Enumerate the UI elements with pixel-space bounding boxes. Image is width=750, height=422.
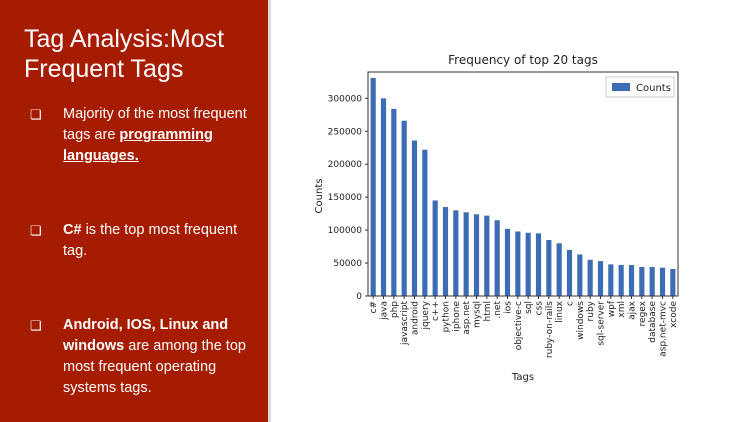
bar-c# [370, 77, 376, 296]
x-tick-label: ajax [628, 300, 638, 320]
bar-css [535, 233, 542, 296]
bar-regex [639, 267, 645, 296]
bullet-2-text: is the top most frequent tag. [63, 222, 238, 259]
legend-label: Counts [636, 83, 671, 94]
bullet-1-emphasis: programming languages. [63, 127, 213, 164]
bar-c [566, 249, 573, 296]
x-tick-label: wpf [607, 300, 617, 317]
x-tick-label: sql [524, 301, 534, 314]
x-tick-label: ruby-on-rails [545, 301, 555, 358]
x-tick-label: windows [576, 301, 586, 340]
bar-asp.net-mvc [659, 267, 666, 296]
x-tick-label: asp.net-mvc [659, 301, 669, 357]
x-tick-label: objective-c [514, 301, 524, 350]
bar-windows [577, 254, 583, 296]
y-axis-label: Counts [314, 179, 325, 214]
bar-ruby-on-rails [546, 240, 552, 296]
bar-wpf [608, 264, 614, 296]
bar-database [649, 267, 655, 296]
x-tick-label: html [483, 301, 493, 322]
x-tick-label: ruby [586, 300, 596, 321]
bar-ruby [587, 259, 593, 296]
bullet-marker-icon: ❏ [30, 318, 42, 333]
x-tick-label: c [566, 301, 576, 306]
x-tick-label: java [380, 301, 390, 321]
bar-java [380, 98, 387, 296]
y-tick-label: 100000 [328, 226, 363, 236]
bullet-2-emphasis: C# [63, 222, 82, 238]
bar-android [411, 140, 418, 296]
bullet-3-text: are among the top most frequent operatin… [63, 338, 246, 396]
x-tick-label: sql-server [597, 301, 607, 346]
legend: Counts [605, 76, 675, 98]
x-tick-label: asp.net [462, 301, 472, 335]
x-tick-label: ios [504, 301, 514, 314]
bar-.net [494, 220, 500, 296]
y-tick-label: 0 [356, 292, 362, 302]
bullet-1-text: Majority of the most frequent tags are [63, 106, 247, 143]
y-tick-label: 250000 [328, 127, 363, 137]
x-tick-label: iphone [452, 301, 462, 332]
x-tick-label: javascript [400, 301, 410, 346]
bar-asp.net [463, 212, 469, 296]
bar-c++ [432, 200, 438, 296]
bar-ios [504, 228, 511, 296]
bar-html [484, 215, 490, 296]
bar-iphone [453, 210, 459, 296]
x-tick-label: xcode [669, 301, 679, 328]
bullet-3-emphasis: Android, IOS, Linux and windows [63, 317, 229, 354]
chart-container: Frequency of top 20 tags Counts Tags 0 50… [300, 44, 690, 394]
x-axis-label: Tags [511, 372, 534, 383]
panel-divider [268, 0, 271, 422]
legend-swatch [612, 83, 630, 91]
legend-box [605, 76, 675, 98]
x-tick-label: python [442, 301, 452, 332]
bar-python [442, 207, 449, 296]
x-tick-label: css [535, 301, 545, 316]
slide-title: Tag Analysis:Most Frequent Tags [24, 25, 225, 83]
left-panel [0, 0, 268, 422]
bar-chart: Frequency of top 20 tags Counts Tags 0 50… [314, 53, 679, 383]
bar-php [391, 108, 397, 296]
bar-mysql [473, 214, 480, 296]
bar-jquery [422, 149, 428, 296]
x-tick-label: c++ [431, 301, 441, 321]
bar-linux [556, 243, 562, 296]
x-tick-label: android [411, 301, 421, 335]
x-tick-label: c# [369, 301, 379, 314]
x-tick-label: jquery [421, 300, 431, 330]
x-tick-label: linux [555, 300, 565, 322]
bar-objective-c [515, 231, 521, 296]
x-tick-label: mysql [473, 301, 483, 328]
bar-xcode [670, 268, 676, 296]
bar-javascript [401, 120, 407, 297]
x-tick-label: .net [493, 301, 503, 319]
x-tick-label: regex [638, 300, 648, 326]
x-tick-label: database [648, 301, 658, 343]
chart-title: Frequency of top 20 tags [448, 53, 598, 67]
bar-sql-server [597, 261, 604, 296]
y-tick-label: 300000 [328, 94, 363, 104]
bullet-marker-icon: ❏ [30, 223, 42, 238]
y-tick-label: 200000 [328, 160, 363, 170]
x-tick-label: xml [617, 301, 627, 318]
y-tick-label: 150000 [328, 193, 363, 203]
plot-frame [367, 71, 679, 297]
bullet-marker-icon: ❏ [30, 107, 42, 122]
x-tick-label: php [390, 301, 400, 318]
bar-ajax [628, 265, 635, 296]
bar-xml [618, 265, 624, 296]
bar-sql [525, 232, 531, 296]
y-tick-label: 50000 [333, 259, 362, 269]
